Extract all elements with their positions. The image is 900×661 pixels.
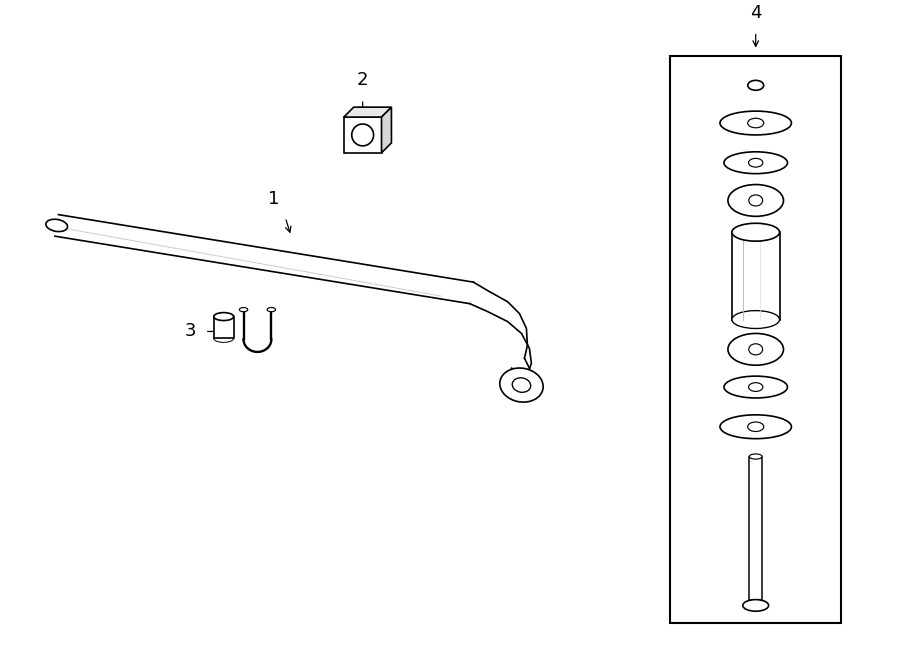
Ellipse shape xyxy=(748,81,764,91)
Polygon shape xyxy=(344,107,392,117)
Text: 4: 4 xyxy=(750,4,761,22)
Ellipse shape xyxy=(732,223,779,241)
Ellipse shape xyxy=(500,368,544,402)
Ellipse shape xyxy=(732,311,779,329)
Bar xyxy=(750,457,762,600)
Ellipse shape xyxy=(214,313,234,321)
Bar xyxy=(732,232,779,319)
Ellipse shape xyxy=(748,118,764,128)
Ellipse shape xyxy=(749,159,763,167)
Ellipse shape xyxy=(728,184,784,216)
Ellipse shape xyxy=(748,422,764,432)
Ellipse shape xyxy=(749,344,762,355)
Ellipse shape xyxy=(750,454,762,459)
Polygon shape xyxy=(382,107,392,153)
Text: 1: 1 xyxy=(267,190,279,208)
Ellipse shape xyxy=(239,307,248,312)
Ellipse shape xyxy=(724,376,788,398)
Ellipse shape xyxy=(728,333,784,366)
Bar xyxy=(214,317,234,338)
Ellipse shape xyxy=(214,334,234,342)
Text: 3: 3 xyxy=(184,323,195,340)
Ellipse shape xyxy=(742,600,769,611)
Ellipse shape xyxy=(720,111,791,135)
Ellipse shape xyxy=(749,195,762,206)
Ellipse shape xyxy=(46,219,68,231)
Ellipse shape xyxy=(352,124,374,146)
Ellipse shape xyxy=(267,307,275,312)
Ellipse shape xyxy=(749,383,763,391)
Ellipse shape xyxy=(724,152,788,174)
Text: 2: 2 xyxy=(357,71,368,89)
Bar xyxy=(344,117,382,153)
Ellipse shape xyxy=(512,378,531,393)
Bar xyxy=(670,56,842,623)
Ellipse shape xyxy=(720,415,791,439)
